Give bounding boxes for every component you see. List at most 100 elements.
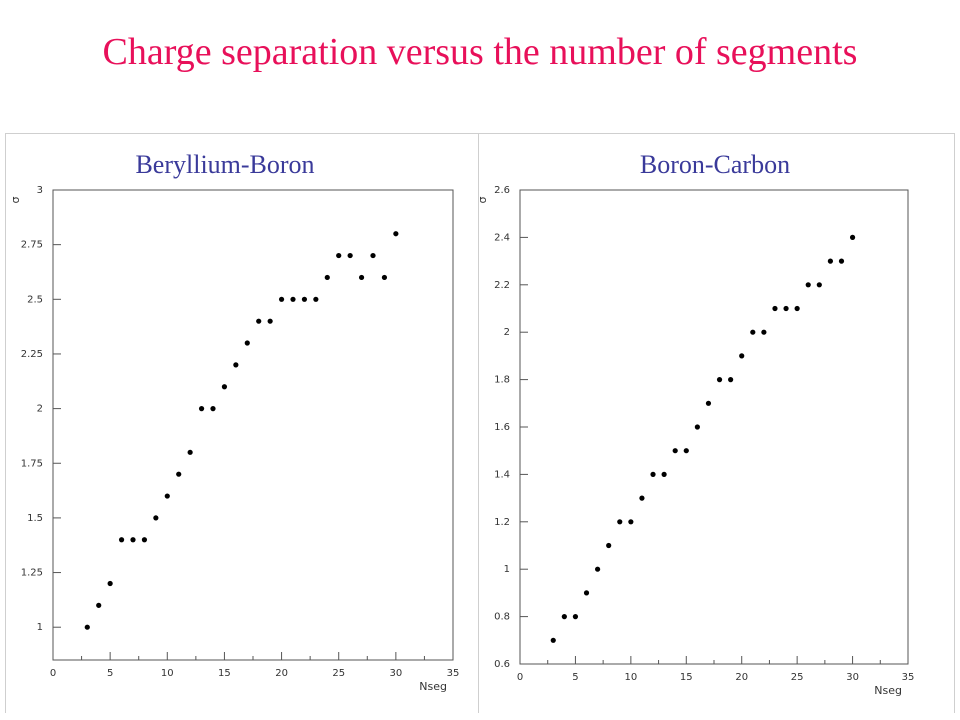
x-tick-label-0-0: 0 [50, 668, 56, 679]
data-point-1-0 [550, 637, 556, 643]
data-point-1-25 [827, 258, 834, 264]
data-point-0-5 [141, 537, 148, 543]
data-point-0-11 [210, 406, 216, 412]
panel-divider [478, 133, 479, 713]
data-point-0-0 [84, 624, 90, 630]
plot-frame-1 [519, 189, 909, 665]
x-tick-label-1-4: 20 [735, 672, 748, 683]
y-tick-label-0-8: 3 [37, 185, 43, 196]
y-tick-label-0-7: 2.75 [21, 240, 43, 251]
data-point-0-26 [381, 274, 388, 281]
data-point-0-25 [370, 252, 376, 259]
data-point-0-12 [221, 384, 228, 390]
data-point-1-13 [694, 424, 700, 430]
data-point-0-21 [324, 274, 330, 281]
data-point-1-15 [716, 377, 723, 383]
chart-title-right: Boron-Carbon [639, 150, 791, 179]
data-point-1-11 [672, 448, 678, 454]
y-tick-label-1-1: 0.8 [494, 612, 510, 623]
y-tick-label-1-7: 2 [504, 327, 510, 338]
y-tick-label-0-0: 1 [37, 622, 43, 633]
data-point-1-10 [661, 471, 667, 477]
data-point-0-14 [244, 340, 250, 346]
data-point-0-7 [164, 493, 170, 499]
data-point-1-7 [628, 519, 634, 525]
y-axis-label-1: σ [476, 196, 489, 203]
y-tick-label-1-8: 2.2 [494, 280, 510, 291]
data-point-1-14 [705, 400, 712, 406]
data-point-1-2 [572, 614, 579, 620]
data-point-1-3 [583, 590, 590, 596]
x-tick-label-1-6: 30 [846, 672, 859, 683]
x-tick-label-0-1: 5 [107, 668, 113, 679]
data-point-0-2 [107, 580, 113, 587]
chart-title-left: Beryllium-Boron [135, 150, 315, 179]
data-point-1-12 [683, 448, 689, 454]
x-tick-label-1-5: 25 [791, 672, 804, 683]
panel-frame [5, 133, 955, 713]
data-point-1-9 [650, 471, 656, 477]
data-point-0-24 [358, 274, 365, 281]
x-tick-label-1-7: 35 [902, 672, 915, 683]
data-point-1-6 [617, 519, 623, 525]
y-tick-label-1-6: 1.8 [494, 375, 510, 386]
data-point-0-1 [96, 602, 102, 608]
data-point-0-19 [301, 296, 308, 302]
data-point-1-24 [816, 282, 822, 288]
data-point-1-22 [794, 305, 800, 312]
x-tick-label-0-7: 35 [447, 668, 460, 679]
x-tick-label-0-6: 30 [389, 668, 402, 679]
y-tick-label-0-5: 2.25 [21, 349, 43, 360]
x-axis-label-0: Nseg [419, 680, 447, 693]
data-point-1-20 [772, 305, 778, 312]
data-point-0-15 [256, 318, 262, 324]
data-point-0-3 [118, 537, 125, 543]
y-tick-label-0-2: 1.5 [27, 513, 43, 524]
data-point-0-23 [347, 252, 353, 259]
data-point-0-10 [198, 406, 205, 412]
data-point-0-9 [187, 449, 193, 455]
y-tick-label-1-3: 1.2 [494, 517, 510, 528]
data-point-1-5 [606, 542, 612, 549]
y-tick-label-1-2: 1 [504, 564, 510, 575]
x-tick-label-0-5: 25 [332, 668, 345, 679]
x-tick-label-1-2: 10 [624, 672, 637, 683]
data-point-1-4 [595, 566, 601, 572]
data-point-0-16 [267, 318, 273, 324]
x-tick-label-1-3: 15 [680, 672, 693, 683]
y-tick-label-1-5: 1.6 [494, 422, 510, 433]
x-tick-label-0-2: 10 [161, 668, 174, 679]
data-point-1-8 [639, 495, 645, 501]
data-point-0-22 [336, 252, 342, 259]
x-tick-label-0-3: 15 [218, 668, 231, 679]
y-tick-label-1-0: 0.6 [494, 659, 510, 670]
data-point-1-16 [728, 377, 734, 383]
data-point-1-1 [561, 614, 567, 620]
data-point-0-18 [290, 296, 296, 302]
x-tick-label-1-1: 5 [572, 672, 578, 683]
slide-title: Charge separation versus the number of s… [102, 31, 858, 73]
data-point-1-21 [783, 305, 789, 312]
y-tick-label-1-9: 2.4 [494, 232, 510, 243]
data-point-1-17 [739, 353, 745, 359]
y-axis-label-0: σ [9, 196, 22, 203]
data-point-0-4 [130, 537, 136, 543]
y-tick-label-0-1: 1.25 [21, 568, 43, 579]
data-point-1-19 [761, 329, 767, 335]
data-point-0-8 [176, 471, 182, 477]
data-point-1-18 [750, 329, 756, 335]
data-point-0-27 [393, 231, 399, 237]
y-tick-label-1-10: 2.6 [494, 185, 510, 196]
data-point-0-6 [153, 515, 159, 521]
plot-frame-0 [52, 189, 454, 661]
data-point-0-20 [313, 296, 319, 302]
y-tick-label-1-4: 1.4 [494, 469, 510, 480]
data-point-1-23 [805, 282, 811, 288]
data-point-1-26 [838, 258, 845, 264]
x-tick-label-1-0: 0 [517, 672, 523, 683]
x-axis-label-1: Nseg [874, 684, 902, 697]
y-tick-label-0-4: 2 [37, 404, 43, 415]
y-tick-label-0-6: 2.5 [27, 294, 43, 305]
data-point-0-17 [278, 296, 285, 302]
